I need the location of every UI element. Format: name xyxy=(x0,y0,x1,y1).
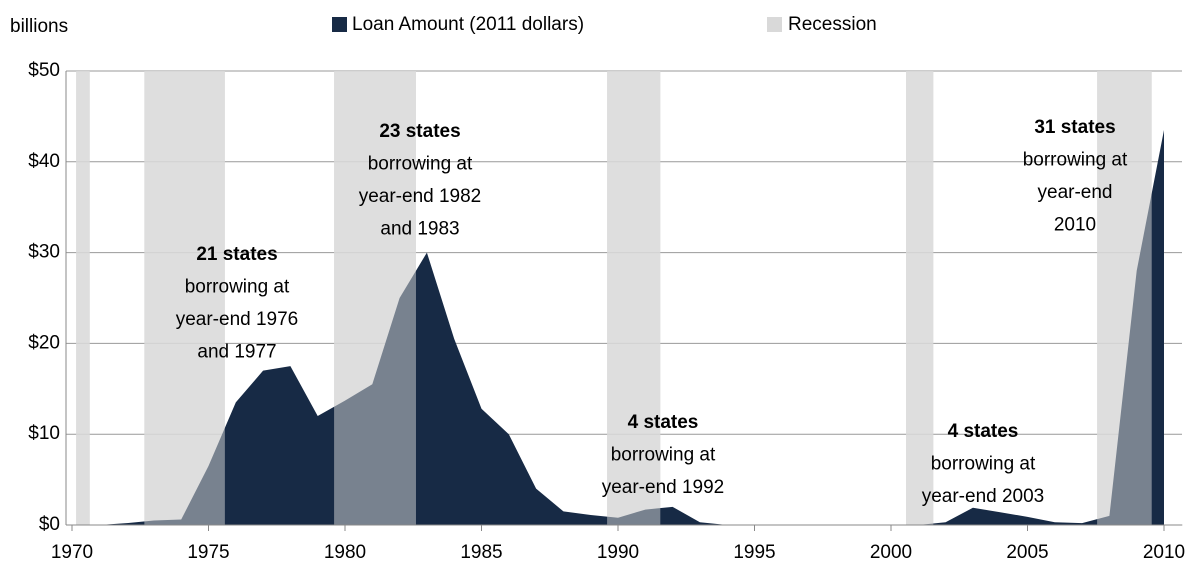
annotation-line: year-end 2003 xyxy=(922,486,1045,507)
annotation-title: 4 states xyxy=(628,412,699,433)
x-tick-label: 1980 xyxy=(324,542,366,563)
annotation-line: and 1977 xyxy=(197,342,276,363)
recession-overlay xyxy=(144,71,225,525)
recession-overlay xyxy=(1097,71,1152,525)
y-unit-label: billions xyxy=(10,16,68,37)
x-tick-label: 1985 xyxy=(460,542,502,563)
x-tick-label: 1975 xyxy=(187,542,229,563)
legend-swatch xyxy=(767,17,782,32)
y-tick-label: $10 xyxy=(28,423,60,444)
x-tick-label: 2005 xyxy=(1006,542,1048,563)
annotation-title: 4 states xyxy=(948,421,1019,442)
annotation-line: year-end xyxy=(1038,182,1113,203)
annotation-line: year-end 1992 xyxy=(602,477,725,498)
legend-swatch xyxy=(332,17,347,32)
legend-label: Recession xyxy=(788,14,877,35)
x-tick-label: 2010 xyxy=(1143,542,1185,563)
annotation-line: and 1983 xyxy=(380,219,459,240)
recession-overlay xyxy=(334,71,416,525)
annotation-line: borrowing at xyxy=(185,277,290,298)
y-tick-label: $0 xyxy=(39,514,60,535)
annotation-line: year-end 1976 xyxy=(176,309,299,330)
annotation-title: 23 states xyxy=(379,121,460,142)
x-tick-label: 1970 xyxy=(51,542,93,563)
annotation-line: borrowing at xyxy=(931,454,1036,475)
legend-label: Loan Amount (2011 dollars) xyxy=(352,14,584,35)
annotation-title: 21 states xyxy=(196,244,277,265)
recession-overlay xyxy=(607,71,661,525)
annotation-line: borrowing at xyxy=(611,445,716,466)
annotation-line: year-end 1982 xyxy=(359,186,482,207)
annotation-line: 2010 xyxy=(1054,215,1096,236)
annotation-title: 31 states xyxy=(1034,117,1115,138)
annotation-line: borrowing at xyxy=(368,154,473,175)
x-tick-label: 2000 xyxy=(870,542,912,563)
x-tick-label: 1995 xyxy=(733,542,775,563)
y-tick-label: $50 xyxy=(28,60,60,81)
y-tick-label: $40 xyxy=(28,151,60,172)
annotation-line: borrowing at xyxy=(1023,150,1128,171)
x-tick-label: 1990 xyxy=(597,542,639,563)
recession-overlay xyxy=(76,71,90,525)
y-tick-label: $30 xyxy=(28,242,60,263)
y-tick-label: $20 xyxy=(28,332,60,353)
recession-overlay xyxy=(906,71,934,525)
